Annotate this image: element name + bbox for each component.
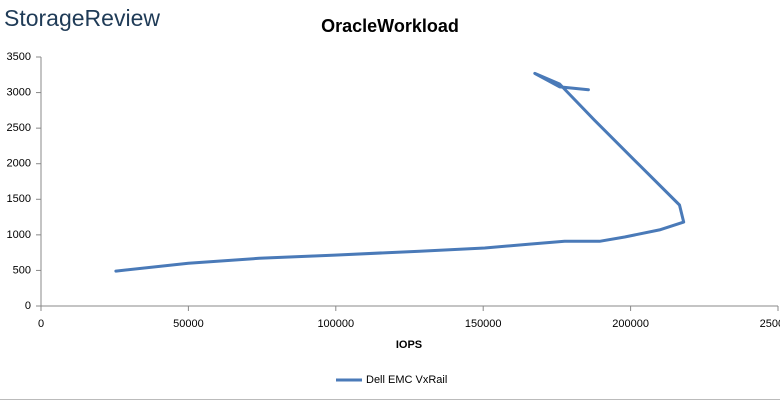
y-tick-label: 3000 xyxy=(7,86,31,98)
x-tick-label: 250000 xyxy=(760,318,780,330)
x-tick-label: 0 xyxy=(38,318,44,330)
y-tick-label: 2000 xyxy=(7,158,31,170)
x-tick-label: 150000 xyxy=(465,318,502,330)
y-tick-label: 2500 xyxy=(7,122,31,134)
logo: StorageReview xyxy=(4,5,160,31)
legend-label: Dell EMC VxRail xyxy=(366,374,447,386)
x-tick-label: 100000 xyxy=(317,318,354,330)
chart-title: OracleWorkload xyxy=(321,16,459,36)
y-tick-label: 0 xyxy=(25,300,31,312)
y-tick-label: 500 xyxy=(13,264,31,276)
y-tick-label: 3500 xyxy=(7,51,31,63)
series-line xyxy=(114,71,686,273)
x-axis-label: IOPS xyxy=(396,339,422,351)
y-tick-label: 1000 xyxy=(7,229,31,241)
y-tick-label: 1500 xyxy=(7,193,31,205)
x-tick-label: 200000 xyxy=(612,318,649,330)
x-tick-label: 50000 xyxy=(173,318,204,330)
